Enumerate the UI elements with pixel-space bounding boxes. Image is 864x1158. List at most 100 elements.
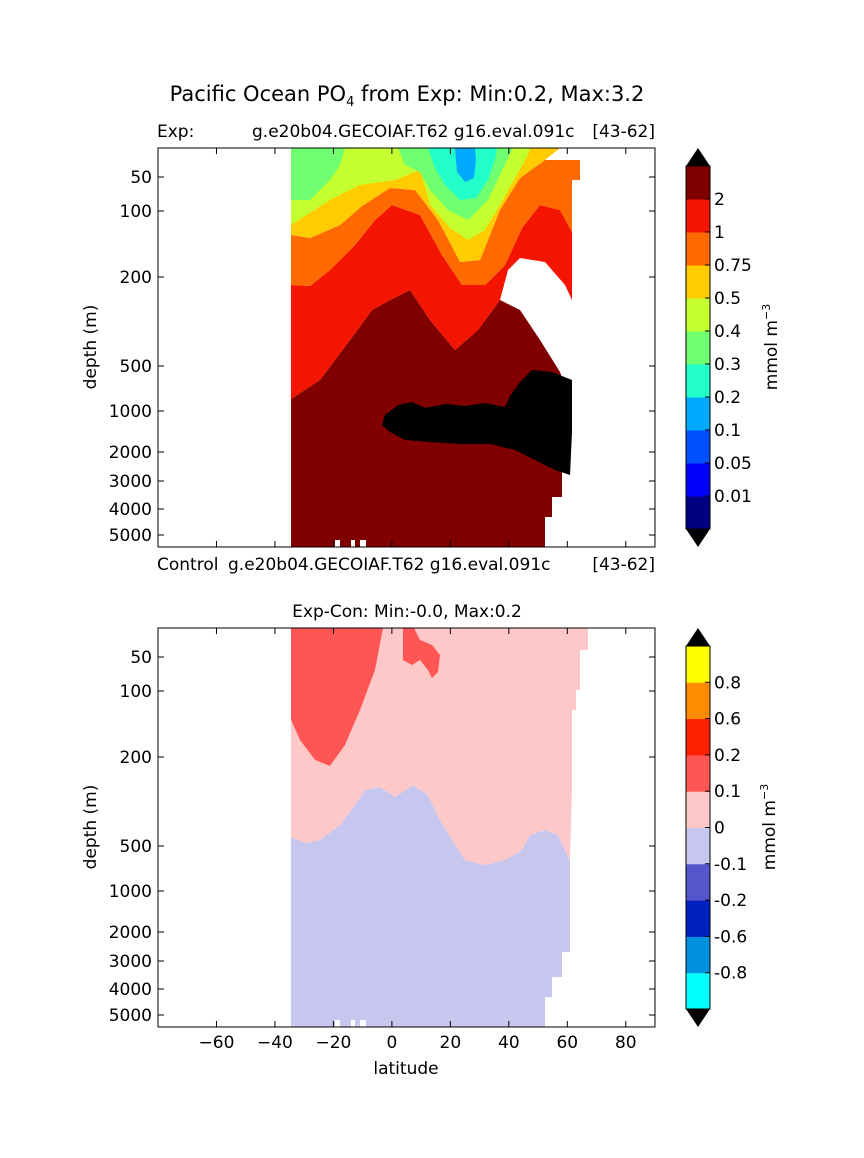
diff-y-tick-label: 5000	[109, 1006, 152, 1026]
exp-colorbar-swatch	[686, 364, 710, 398]
exp-seafloor-gap-3	[360, 540, 366, 547]
exp-contour-fill	[291, 148, 580, 547]
diff-colorbar-label: 0	[714, 819, 725, 839]
exp-y-tick-label: 100	[120, 202, 152, 222]
diff-y-tick-label: 1000	[109, 882, 152, 902]
diff-seafloor-gap-3	[360, 1020, 366, 1027]
exp-seafloor-gap-2	[351, 540, 355, 547]
diff-contour-fill	[291, 628, 588, 1027]
exp-colorbar-label: 0.01	[714, 487, 752, 507]
exp-y-tick-label: 5000	[109, 526, 152, 546]
exp-colorbar-swatch	[686, 298, 710, 332]
exp-colorbar-label: 0.4	[714, 322, 741, 342]
diff-colorbar-swatch	[686, 682, 710, 720]
diff-x-ticks: −60 −40 −20 0 20 40 60 80	[199, 628, 637, 1053]
exp-colorbar-swatch	[686, 430, 710, 464]
exp-band-red	[291, 205, 572, 399]
exp-band-cyan	[455, 148, 476, 182]
x-tick-label: 40	[498, 1033, 520, 1053]
exp-colorbar-label: 0.5	[714, 289, 741, 309]
exp-colorbar-label: 0.1	[714, 421, 741, 441]
control-label: Control	[157, 555, 218, 575]
exp-y-tick-label: 50	[130, 168, 152, 188]
diff-y-tick-label: 3000	[109, 952, 152, 972]
x-tick-label: −60	[199, 1033, 235, 1053]
exp-y-tick-label: 4000	[109, 500, 152, 520]
x-tick-label: −20	[315, 1033, 351, 1053]
diff-colorbar-swatch	[686, 936, 710, 974]
diff-plot-frame	[157, 627, 656, 1028]
diff-band-red-patch	[403, 628, 440, 678]
exp-colorbar: 0.01 0.05 0.1 0.2 0.3 0.4 0.5 0.75 1 2	[685, 148, 752, 547]
diff-title: Exp-Con: Min:-0.0, Max:0.2	[292, 602, 522, 622]
x-tick-label: 80	[615, 1033, 637, 1053]
control-case-label: g.e20b04.GECOIAF.T62 g16.eval.091c	[228, 555, 550, 575]
diff-colorbar-label: -0.8	[714, 964, 747, 984]
exp-colorbar-label: 0.2	[714, 388, 741, 408]
exp-colorbar-swatch	[686, 265, 710, 299]
x-tick-label: 60	[556, 1033, 578, 1053]
exp-colorbar-label: 0.75	[714, 256, 752, 276]
exp-plot-frame	[157, 147, 656, 548]
diff-y-tick-label: 200	[120, 748, 152, 768]
exp-colorbar-swatch	[686, 496, 710, 530]
exp-colorbar-swatch	[686, 166, 710, 200]
exp-y-ticks: 50 100 200 500 1000 2000 3000 4000 5000	[109, 148, 655, 547]
exp-y-tick-label: 3000	[109, 472, 152, 492]
exp-colorbar-over-arrow	[686, 148, 710, 166]
diff-colorbar-label: 0.2	[714, 746, 741, 766]
x-axis-label: latitude	[373, 1059, 438, 1079]
exp-case-label: g.e20b04.GECOIAF.T62 g16.eval.091c	[252, 122, 574, 142]
exp-band-over-black	[382, 370, 572, 475]
exp-band-orange	[291, 160, 580, 286]
exp-label: Exp:	[157, 122, 194, 142]
x-tick-label: 0	[386, 1033, 397, 1053]
diff-colorbar-swatch	[686, 718, 710, 756]
exp-panel: 50 100 200 500 1000 2000 3000 4000 5000 depth (m…	[81, 147, 782, 548]
diff-colorbar-swatch	[686, 900, 710, 937]
exp-colorbar-units: mmol m−3	[760, 304, 782, 390]
exp-seafloor-gap-1	[335, 540, 340, 547]
exp-y-tick-label: 500	[120, 357, 152, 377]
diff-colorbar: -0.8 -0.6 -0.2 -0.1 0 0.1 0.2 0.6 0.8	[685, 628, 747, 1027]
diff-colorbar-swatch	[686, 754, 710, 792]
diff-seafloor-gap-1	[335, 1020, 340, 1027]
exp-colorbar-label: 0.3	[714, 355, 741, 375]
control-range-label: [43-62]	[592, 555, 655, 575]
exp-range-label: [43-62]	[592, 122, 655, 142]
diff-y-tick-label: 2000	[109, 923, 152, 943]
diff-y-tick-label: 100	[120, 682, 152, 702]
exp-y-tick-label: 1000	[109, 402, 152, 422]
exp-colorbar-label: 1	[714, 223, 725, 243]
exp-colorbar-swatch	[686, 199, 710, 233]
diff-colorbar-swatch	[686, 791, 710, 828]
diff-colorbar-label: -0.2	[714, 891, 747, 911]
main-title: Pacific Ocean PO4 from Exp: Min:0.2, Max…	[170, 82, 645, 110]
diff-y-ticks: 50 100 200 500 1000 2000 3000 4000 5000	[109, 648, 655, 1026]
x-tick-label: 20	[440, 1033, 462, 1053]
exp-y-tick-label: 200	[120, 268, 152, 288]
diff-colorbar-swatch	[686, 863, 710, 901]
diff-colorbar-under-arrow	[686, 1009, 710, 1027]
exp-colorbar-label: 0.05	[714, 454, 752, 474]
diff-colorbar-label: 0.1	[714, 782, 741, 802]
diff-colorbar-label: 0.6	[714, 710, 741, 730]
exp-colorbar-under-arrow	[686, 529, 710, 547]
diff-y-axis-label: depth (m)	[81, 785, 101, 870]
diff-colorbar-swatch	[686, 827, 710, 865]
diff-band-red	[291, 628, 383, 766]
diff-colorbar-swatch	[686, 646, 710, 683]
exp-y-tick-label: 2000	[109, 443, 152, 463]
exp-colorbar-swatch	[686, 397, 710, 431]
exp-y-axis-label: depth (m)	[81, 305, 101, 390]
exp-colorbar-swatch	[686, 463, 710, 497]
diff-colorbar-label: -0.6	[714, 927, 747, 947]
exp-colorbar-swatch	[686, 331, 710, 365]
diff-y-tick-label: 50	[130, 648, 152, 668]
exp-colorbar-label: 2	[714, 190, 725, 210]
diff-colorbar-label: 0.8	[714, 673, 741, 693]
diff-y-tick-label: 500	[120, 837, 152, 857]
diff-colorbar-swatch	[686, 972, 710, 1010]
